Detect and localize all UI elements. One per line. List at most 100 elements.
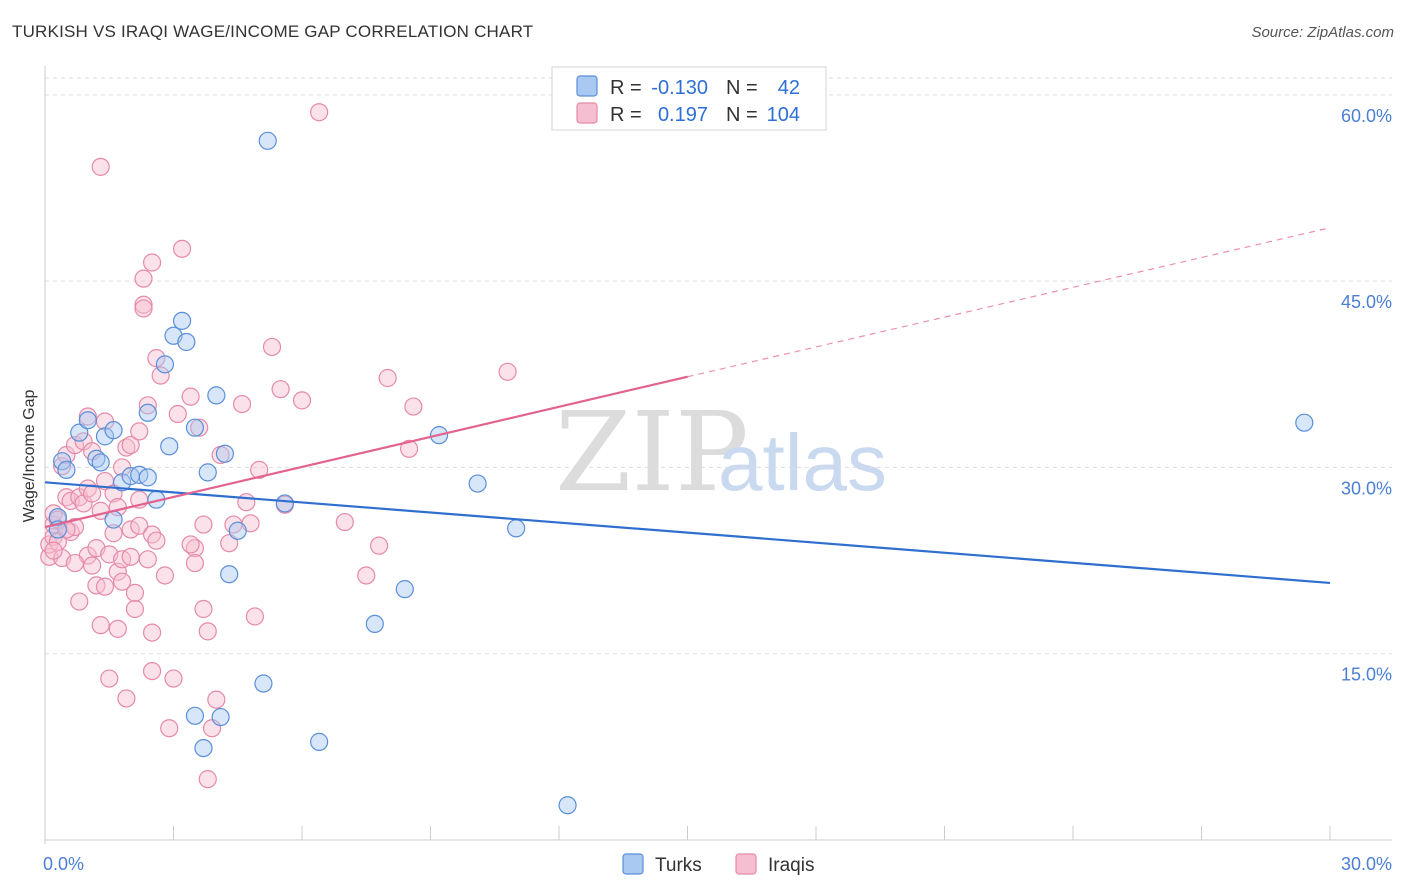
series-legend: Turks Iraqis (622, 853, 814, 876)
turks-point (215, 444, 234, 463)
turks-point (258, 131, 277, 150)
iraqis-point (44, 541, 63, 560)
iraqis-r-value: 0.197 (658, 104, 708, 126)
iraqis-trendline-extension (687, 227, 1331, 378)
watermark-zip: ZIP (555, 388, 749, 516)
turks-point (53, 452, 72, 471)
turks-point (104, 510, 123, 529)
iraqis-n-label: N = (726, 104, 758, 126)
iraqis-point (271, 380, 290, 399)
iraqis-point (310, 103, 329, 122)
iraqis-point (194, 599, 213, 619)
x-ticks (173, 826, 1331, 840)
iraqis-point (142, 253, 162, 272)
turks-point (185, 418, 205, 437)
iraqis-point (181, 387, 200, 406)
turks-r-value: -0.130 (651, 77, 708, 99)
iraqis-point (207, 690, 226, 709)
iraqis-point (378, 368, 397, 388)
iraqis-point (70, 592, 89, 611)
trendlines (44, 227, 1331, 585)
iraqis-point (370, 536, 389, 555)
turks-point (194, 738, 213, 758)
axes (44, 66, 1392, 844)
turks-point (228, 521, 247, 540)
iraqis-point (112, 572, 132, 591)
iraqis-point (220, 534, 239, 553)
iraqis-point (134, 269, 153, 288)
turks-trendline (44, 481, 1331, 585)
turks-point (275, 494, 294, 513)
y-tick-label: 45.0% (1341, 292, 1392, 312)
iraqis-point (104, 524, 123, 543)
iraqis-legend-swatch (576, 102, 598, 124)
iraqis-point (134, 299, 153, 318)
iraqis-point (160, 719, 179, 738)
iraqis-point (95, 577, 115, 596)
iraqis-point (172, 239, 192, 258)
iraqis-point (498, 362, 517, 381)
iraqis-point (357, 566, 376, 585)
iraqis-point (83, 556, 102, 575)
iraqis-point (194, 515, 213, 534)
turks-point (310, 732, 329, 751)
iraqis-point (125, 583, 145, 602)
y-axis-label: Wage/Income Gap (21, 390, 38, 523)
iraqis-point (125, 599, 145, 619)
iraqis-legend-swatch-bottom (735, 853, 757, 875)
turks-point (172, 311, 192, 330)
turks-r-label: R = (610, 77, 642, 99)
iraqis-point (404, 397, 423, 416)
iraqis-point (138, 396, 157, 415)
iraqis-point (262, 337, 282, 357)
turks-point (104, 421, 123, 440)
iraqis-point (164, 669, 183, 688)
iraqis-trendline (44, 375, 688, 529)
iraqis-legend-label: Iraqis (768, 855, 814, 876)
turks-point (160, 437, 179, 456)
iraqis-point (232, 394, 252, 414)
iraqis-point (65, 553, 85, 573)
iraqis-point (130, 422, 149, 441)
iraqis-point (117, 689, 136, 708)
turks-point (507, 519, 526, 538)
turks-point (138, 403, 157, 422)
turks-points (48, 131, 1314, 815)
iraqis-point (155, 566, 175, 585)
iraqis-point (91, 157, 110, 176)
iraqis-point (142, 623, 162, 642)
turks-point (211, 707, 230, 727)
turks-point (468, 474, 487, 493)
gridlines (45, 77, 1392, 655)
turks-point (78, 411, 97, 430)
iraqis-point (198, 770, 217, 789)
turks-point (177, 332, 196, 352)
iraqis-point (185, 553, 205, 573)
turks-point (1295, 413, 1314, 432)
iraqis-point (245, 607, 264, 626)
iraqis-point (108, 619, 127, 638)
iraqis-point (130, 516, 149, 535)
turks-point (57, 460, 76, 480)
iraqis-point (237, 493, 256, 512)
iraqis-points (40, 103, 517, 789)
iraqis-point (151, 366, 170, 385)
iraqis-point (190, 418, 209, 437)
turks-point (70, 423, 89, 442)
x-tick-label-max: 30.0% (1341, 854, 1392, 874)
turks-point (365, 614, 384, 634)
turks-n-label: N = (726, 77, 758, 99)
iraqis-point (250, 460, 269, 480)
iraqis-point (335, 512, 354, 532)
turks-legend-label: Turks (655, 855, 702, 876)
turks-point (558, 796, 577, 815)
iraqis-point (168, 404, 187, 424)
y-tick-label: 30.0% (1341, 478, 1392, 498)
iraqis-n-value: 104 (767, 104, 800, 126)
y-tick-label: 15.0% (1341, 665, 1392, 685)
turks-point (254, 674, 273, 693)
iraqis-point (91, 616, 110, 635)
iraqis-r-label: R = (610, 104, 642, 126)
iraqis-point (142, 661, 162, 681)
